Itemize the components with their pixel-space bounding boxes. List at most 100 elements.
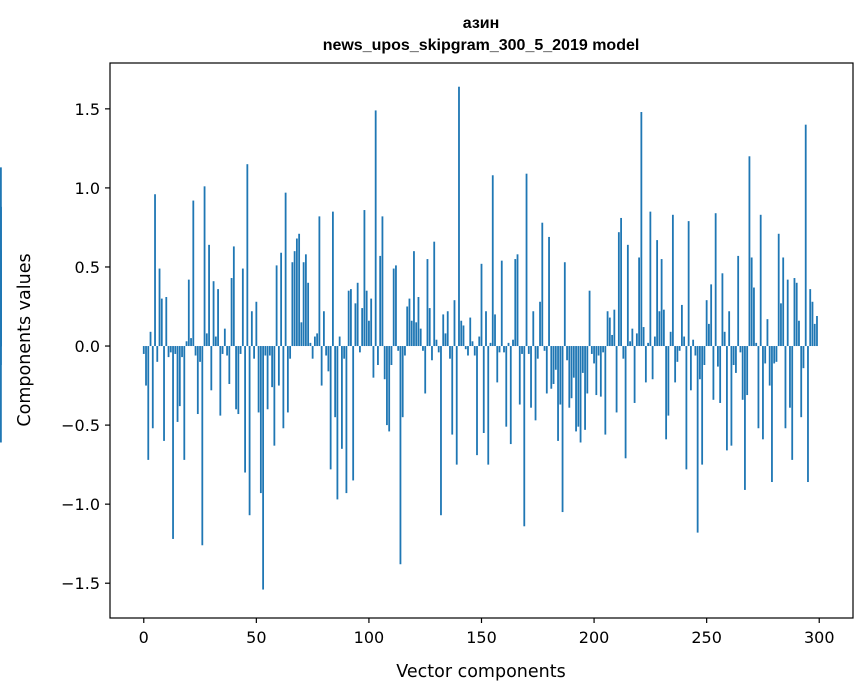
bar-34 xyxy=(219,346,222,416)
bar-154 xyxy=(489,342,492,347)
bar-133 xyxy=(442,314,445,347)
bar-201 xyxy=(595,346,598,396)
bar-109 xyxy=(388,346,391,432)
bar-81 xyxy=(325,346,328,356)
bar-227 xyxy=(653,336,656,347)
bar-191 xyxy=(572,346,575,378)
bar-116 xyxy=(404,346,406,356)
bar-171 xyxy=(527,346,530,354)
bar-271 xyxy=(753,287,755,347)
bar-287 xyxy=(789,346,791,408)
bar-131 xyxy=(437,346,440,353)
bar-215 xyxy=(626,244,629,347)
bar-138 xyxy=(453,300,456,347)
bar-136 xyxy=(449,346,451,359)
bar-10 xyxy=(165,297,168,347)
bar-223 xyxy=(644,346,647,383)
bar-77 xyxy=(316,333,319,347)
bar-31 xyxy=(212,281,215,347)
bar-132 xyxy=(440,346,442,516)
bar-151 xyxy=(482,346,485,433)
bar-105 xyxy=(379,255,382,347)
bar-294 xyxy=(804,124,807,347)
bar-115 xyxy=(401,346,404,418)
x-tick-label: 50 xyxy=(246,628,266,647)
bar-85 xyxy=(334,346,337,418)
bar-250 xyxy=(705,300,708,347)
bar-172 xyxy=(530,346,532,408)
bar-263 xyxy=(735,346,737,373)
bar-142 xyxy=(462,325,465,347)
bar-275 xyxy=(762,346,764,440)
bar-14 xyxy=(174,346,177,354)
bar-129 xyxy=(433,241,436,347)
bar-121 xyxy=(415,322,418,347)
bar-286 xyxy=(786,279,789,347)
bar-269 xyxy=(748,156,751,347)
bar-42 xyxy=(237,346,240,415)
bar-238 xyxy=(678,346,681,351)
bar-141 xyxy=(460,320,463,347)
bar-248 xyxy=(701,346,704,465)
bar-168 xyxy=(521,346,523,354)
bar-92 xyxy=(350,289,352,347)
bar-262 xyxy=(732,346,735,366)
bar-20 xyxy=(187,279,190,347)
bar-79 xyxy=(320,346,323,386)
bar-174 xyxy=(534,346,537,421)
bar-13 xyxy=(172,346,174,539)
y-tick-label: −1.0 xyxy=(61,495,100,514)
bar-260 xyxy=(728,311,731,347)
bar-37 xyxy=(226,346,228,356)
y-tick-label: −0.5 xyxy=(61,416,100,435)
bar-225 xyxy=(649,211,652,347)
bar-6 xyxy=(156,346,159,362)
bar-200 xyxy=(593,346,595,364)
bar-144 xyxy=(467,346,469,356)
bar-268 xyxy=(746,346,749,396)
bar-11 xyxy=(167,346,170,358)
bar-108 xyxy=(386,346,388,426)
bar-177 xyxy=(541,222,544,347)
bar-54 xyxy=(264,346,267,356)
bar-188 xyxy=(566,346,568,361)
bar-19 xyxy=(185,341,188,347)
bar-38 xyxy=(228,346,231,384)
bar-91 xyxy=(347,290,350,347)
bar-33 xyxy=(217,289,219,347)
bar-18 xyxy=(183,346,186,460)
bar-184 xyxy=(557,346,559,441)
bar-119 xyxy=(410,320,413,347)
bar-211 xyxy=(617,232,620,347)
y-tick-label: −1.5 xyxy=(61,574,100,593)
bar-251 xyxy=(708,323,710,347)
bar-220 xyxy=(638,257,641,347)
bar-207 xyxy=(608,317,611,347)
bar-208 xyxy=(611,334,613,347)
bar-46 xyxy=(246,164,249,347)
bar-279 xyxy=(771,346,773,483)
y-tick-label: 0.0 xyxy=(75,337,100,356)
bar-59 xyxy=(275,265,278,347)
bar-256 xyxy=(719,346,722,403)
y-tick-label: 0.5 xyxy=(75,258,100,277)
bar-257 xyxy=(721,273,724,347)
bar-58 xyxy=(273,346,276,446)
bar-52 xyxy=(259,346,262,494)
bar-157 xyxy=(496,346,499,383)
bar-173 xyxy=(532,311,535,347)
bar-242 xyxy=(687,221,690,347)
bar-255 xyxy=(717,346,719,367)
bar-297 xyxy=(811,301,814,347)
bar-147 xyxy=(473,346,476,356)
bar-120 xyxy=(413,251,415,347)
x-tick-label: 250 xyxy=(691,628,722,647)
bar-224 xyxy=(647,342,650,347)
bar-17 xyxy=(181,346,183,358)
bar-235 xyxy=(671,214,674,347)
bar-12 xyxy=(169,346,172,353)
bar-230 xyxy=(660,259,663,347)
bar-163 xyxy=(509,346,512,445)
bar-245 xyxy=(694,346,697,356)
bar-194 xyxy=(579,346,582,443)
